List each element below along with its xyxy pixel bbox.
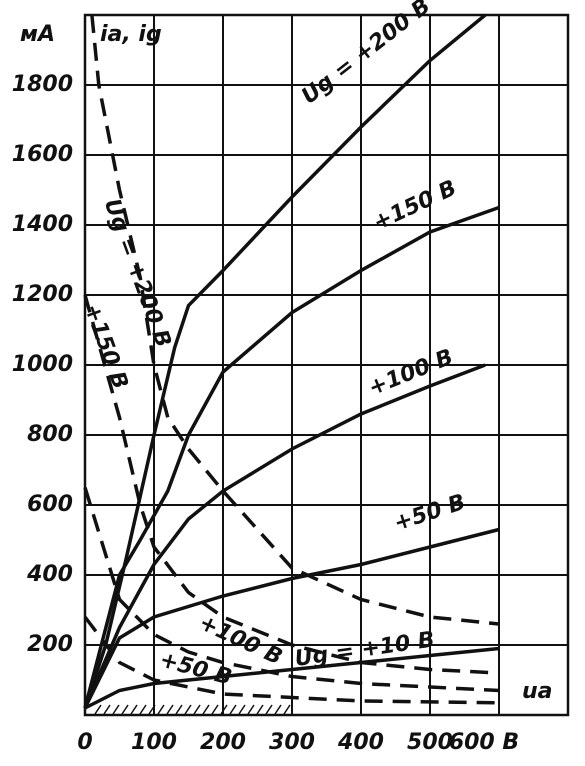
hatch (94, 704, 102, 715)
x-tick-label: 200 (200, 730, 246, 755)
hatch (202, 704, 210, 715)
y-tick-label: 1200 (12, 282, 73, 307)
x-tick-label: 500 (407, 730, 453, 755)
series-line (83, 486, 500, 693)
x-tick-label: 600 В (449, 730, 519, 755)
y-tick-label: 400 (26, 562, 73, 587)
series-line (83, 527, 500, 709)
series-label: +150 В (79, 301, 133, 393)
y-tick-label: 1800 (12, 72, 73, 97)
series-line (84, 646, 500, 710)
series-line (90, 14, 500, 626)
x-tick-label: 300 (269, 730, 315, 755)
hatch (265, 704, 273, 715)
hatch (193, 704, 201, 715)
y-tick-label: 1000 (12, 352, 73, 377)
x-tick-label: 100 (131, 730, 177, 755)
hatch (130, 704, 138, 715)
hatch (148, 704, 156, 715)
x-tick-label: 400 (337, 730, 384, 755)
series-line (83, 205, 500, 709)
hatch (211, 704, 219, 715)
y-tick-label: 1600 (12, 142, 73, 167)
hatch (184, 704, 192, 715)
hatch (139, 704, 147, 715)
y-tick-label: 1400 (12, 212, 73, 237)
hatch (229, 704, 237, 715)
hatch (112, 704, 120, 715)
series-label: Ug = +200 В (297, 0, 435, 109)
y-tick-label: 200 (27, 632, 73, 657)
hatch (256, 704, 264, 715)
y-tick-label: 800 (27, 422, 73, 447)
x-tick-label: 0 (77, 730, 92, 755)
hatch (121, 704, 129, 715)
y-axis-label: ia, ig (100, 22, 162, 47)
series-line (83, 615, 500, 705)
series-line (83, 13, 487, 709)
hatch (238, 704, 246, 715)
hatch (220, 704, 228, 715)
hatch (247, 704, 255, 715)
hatch (103, 704, 111, 715)
hatch (166, 704, 174, 715)
hatch (283, 704, 291, 715)
y-tick-label: 600 (27, 492, 73, 517)
hatch (175, 704, 183, 715)
series-line (83, 294, 500, 675)
series-line (83, 363, 486, 709)
x-axis-label: ua (522, 679, 553, 704)
y-unit: мА (20, 22, 55, 47)
hatch (157, 704, 165, 715)
hatch (274, 704, 282, 715)
